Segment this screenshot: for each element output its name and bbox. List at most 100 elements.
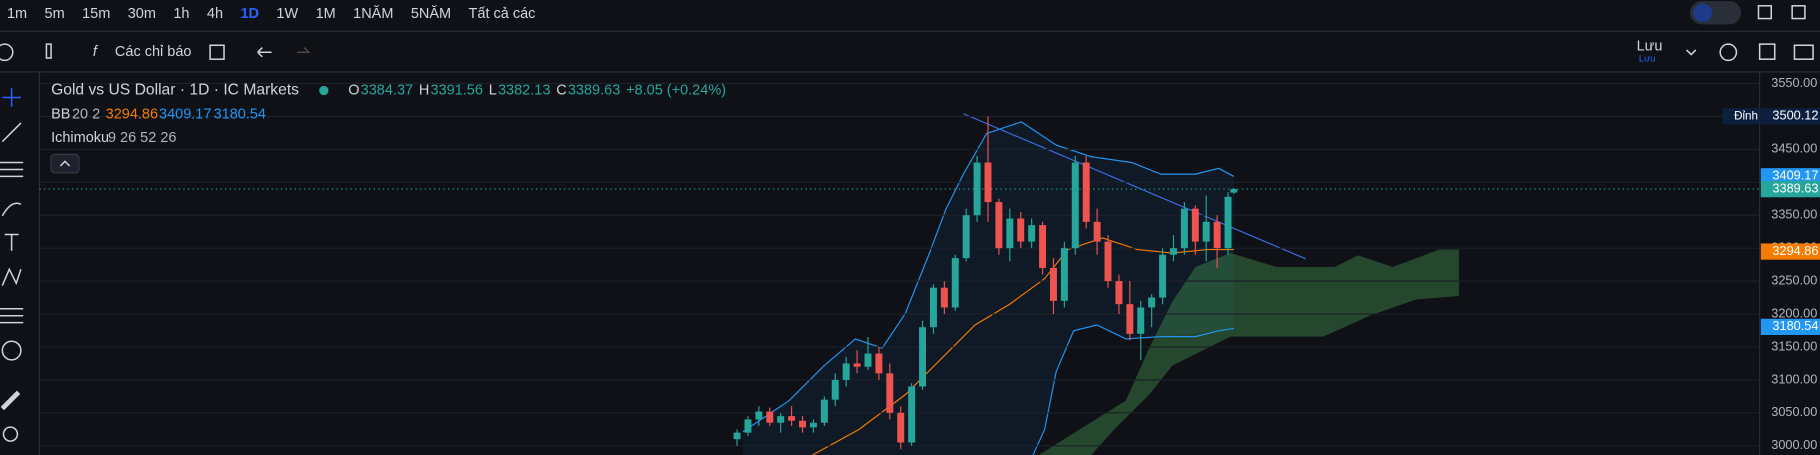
price-badge bbox=[1760, 181, 1820, 198]
prediction-tool[interactable] bbox=[0, 307, 24, 324]
dropdown-icon[interactable] bbox=[1685, 49, 1697, 56]
bb-fill bbox=[742, 121, 1234, 455]
candle-body bbox=[1082, 162, 1090, 222]
timeframe-button[interactable]: 1NĂM bbox=[353, 5, 393, 22]
y-tick-label: 3200.00 bbox=[1771, 305, 1817, 320]
price-axis: 3550.003500.003450.003400.003350.003300.… bbox=[1722, 75, 1820, 452]
timeframe-button[interactable]: 5m bbox=[45, 6, 65, 22]
y-tick-label: 3050.00 bbox=[1771, 404, 1817, 419]
ichimoku-params: 9 26 52 26 bbox=[108, 130, 177, 146]
y-tick-label: 3550.00 bbox=[1771, 75, 1817, 90]
collapse-button[interactable] bbox=[50, 153, 80, 174]
brush-tool[interactable] bbox=[1, 202, 22, 217]
candle-body bbox=[809, 422, 817, 428]
candle-body bbox=[853, 363, 861, 367]
timeframe-button[interactable]: 4h bbox=[207, 6, 223, 22]
candle-body bbox=[733, 432, 741, 440]
ruler-tool[interactable] bbox=[0, 390, 21, 411]
candle-body bbox=[1104, 241, 1112, 282]
ohlc-label: O bbox=[348, 82, 359, 98]
timeframe-button[interactable]: 1h bbox=[173, 6, 189, 22]
candle-body bbox=[1060, 248, 1068, 301]
price-badge bbox=[1760, 318, 1820, 335]
candle-body bbox=[820, 399, 828, 423]
text-tool[interactable] bbox=[4, 233, 19, 251]
price-badge-label-bg bbox=[1722, 108, 1760, 125]
candle-body bbox=[995, 202, 1003, 249]
timeframe-button[interactable]: 30m bbox=[128, 6, 156, 22]
line-tool[interactable] bbox=[1, 122, 22, 143]
candle-body bbox=[897, 412, 905, 443]
save-sub: Lưu bbox=[1639, 54, 1656, 64]
drawing-tools bbox=[0, 88, 24, 442]
candle-body bbox=[1017, 218, 1025, 242]
undo-icon[interactable] bbox=[257, 47, 272, 58]
bb-upper-value: 3409.17 bbox=[159, 107, 211, 123]
candle-body bbox=[1170, 248, 1177, 255]
candle-body bbox=[908, 386, 916, 443]
candle-body bbox=[1148, 297, 1156, 308]
timeframe-button[interactable]: 5NĂM bbox=[411, 5, 451, 22]
redo-icon[interactable] bbox=[297, 47, 311, 53]
candle-body bbox=[1213, 221, 1221, 249]
candle-body bbox=[1202, 221, 1210, 242]
price-badge bbox=[1760, 243, 1820, 260]
candle-body bbox=[940, 287, 948, 308]
timeframe-button[interactable]: Tất cả các bbox=[469, 6, 536, 22]
candle-body bbox=[962, 215, 970, 259]
emoji-tool[interactable] bbox=[1, 340, 22, 361]
y-tick-label: 3250.00 bbox=[1771, 272, 1817, 287]
ohlc-value: 3382.13 bbox=[498, 82, 550, 98]
bb-params: 20 2 bbox=[72, 107, 100, 123]
layout-icon[interactable] bbox=[209, 44, 225, 60]
candle-body bbox=[1039, 225, 1047, 268]
candle-body bbox=[1006, 218, 1014, 249]
bb-basis-value: 3294.86 bbox=[106, 107, 158, 123]
candle-body bbox=[777, 416, 785, 423]
ohlc-value: 3384.37 bbox=[361, 82, 413, 98]
timeframe-button[interactable]: 15m bbox=[82, 6, 110, 22]
camera-icon[interactable] bbox=[1793, 44, 1814, 60]
price-badge-text: 3294.86 bbox=[1772, 243, 1818, 258]
candle-icon[interactable] bbox=[45, 43, 52, 59]
candle-body bbox=[919, 327, 927, 387]
timeframe-button[interactable]: 1M bbox=[316, 6, 336, 22]
save-button[interactable]: Lưu bbox=[1637, 38, 1663, 54]
candle-body bbox=[1049, 267, 1057, 301]
y-tick-label: 3000.00 bbox=[1771, 437, 1817, 452]
candle-body bbox=[951, 258, 959, 308]
timeframe-button[interactable]: 1W bbox=[276, 6, 298, 22]
candle-body bbox=[886, 373, 894, 413]
theme-knob bbox=[1693, 3, 1713, 23]
pattern-tool[interactable] bbox=[1, 267, 22, 286]
y-tick-label: 3450.00 bbox=[1771, 141, 1817, 156]
candle-body bbox=[1159, 254, 1167, 298]
add-icon[interactable] bbox=[0, 43, 14, 62]
candle-body bbox=[788, 416, 796, 421]
timeframe-button[interactable]: 1m bbox=[7, 6, 27, 22]
maximize-icon[interactable] bbox=[1791, 5, 1806, 20]
candle-body bbox=[1137, 307, 1145, 334]
candle-body bbox=[744, 419, 752, 433]
settings-icon[interactable] bbox=[1719, 43, 1738, 62]
zoom-tool[interactable] bbox=[2, 426, 19, 442]
fullscreen-icon[interactable] bbox=[1758, 43, 1776, 60]
fx-icon: f bbox=[93, 44, 99, 60]
popout-icon[interactable] bbox=[1757, 5, 1773, 20]
timeframe-button[interactable]: 1D bbox=[240, 6, 259, 22]
change: +8.05 (+0.24%) bbox=[626, 82, 726, 98]
indicators-button[interactable]: Các chỉ báo bbox=[115, 44, 192, 60]
ohlc-label: H bbox=[419, 82, 429, 98]
crosshair-tool[interactable] bbox=[2, 88, 21, 107]
y-tick-label: 3100.00 bbox=[1771, 371, 1817, 386]
ohlc-value: 3391.56 bbox=[431, 82, 483, 98]
fib-tool[interactable] bbox=[0, 161, 24, 178]
price-badge-text: 3500.12 bbox=[1772, 108, 1818, 123]
candle-body bbox=[799, 420, 806, 428]
ohlc-legend: O 3384.37 H 3391.56 L 3382.13 C 3389.63 +8.05 (+… bbox=[348, 82, 726, 98]
price-badge bbox=[1760, 108, 1820, 125]
candles bbox=[733, 116, 1238, 450]
